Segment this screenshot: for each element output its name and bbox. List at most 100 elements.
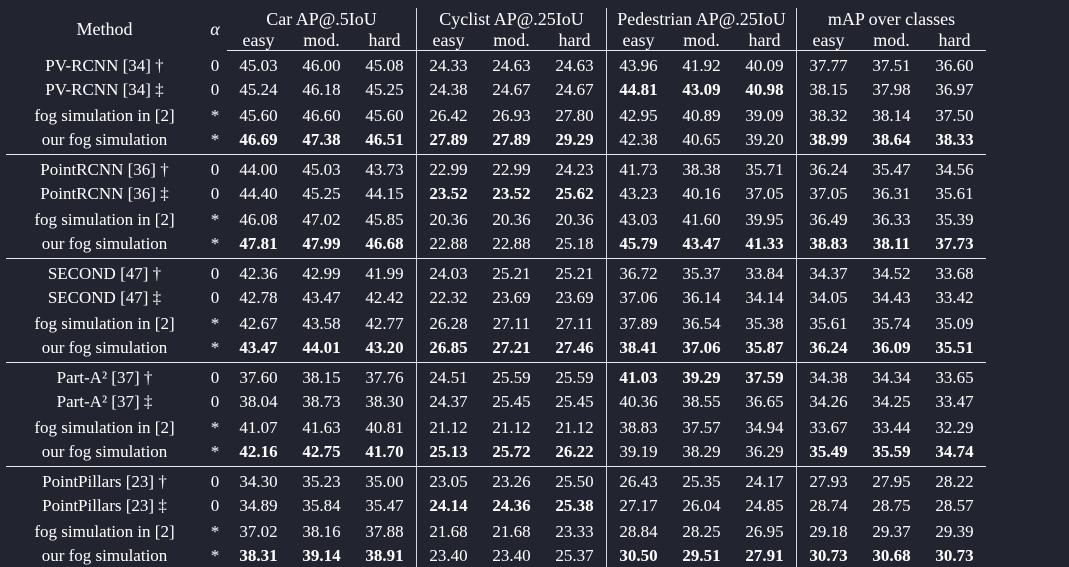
value-cell: 38.29 — [670, 440, 733, 467]
value-cell: 29.18 — [797, 517, 861, 544]
value-cell: 35.47 — [353, 494, 417, 518]
value-cell: 25.13 — [417, 440, 481, 467]
value-cell: 24.17 — [733, 467, 797, 494]
value-cell: 24.33 — [417, 51, 481, 78]
value-cell: 36.97 — [923, 78, 986, 102]
alpha-cell: * — [203, 413, 227, 440]
value-cell: 25.37 — [543, 544, 607, 567]
value-cell: 33.67 — [797, 413, 861, 440]
value-cell: 40.89 — [670, 101, 733, 128]
alpha-cell: 0 — [203, 390, 227, 414]
value-cell: 45.03 — [227, 51, 290, 78]
value-cell: 37.88 — [353, 517, 417, 544]
value-cell: 35.37 — [670, 259, 733, 286]
alpha-cell: * — [203, 440, 227, 467]
value-cell: 37.89 — [607, 309, 671, 336]
value-cell: 36.33 — [860, 205, 923, 232]
method-cell: our fog simulation — [6, 440, 203, 467]
value-cell: 27.89 — [417, 128, 481, 155]
value-cell: 38.33 — [923, 128, 986, 155]
method-cell: Part-A² [37] † — [6, 363, 203, 390]
value-cell: 22.88 — [480, 232, 543, 259]
value-cell: 37.98 — [860, 78, 923, 102]
alpha-cell: * — [203, 128, 227, 155]
value-cell: 28.84 — [607, 517, 671, 544]
method-cell: SECOND [47] † — [6, 259, 203, 286]
value-cell: 42.36 — [227, 259, 290, 286]
value-cell: 24.67 — [543, 78, 607, 102]
value-cell: 34.43 — [860, 286, 923, 310]
value-cell: 37.76 — [353, 363, 417, 390]
value-cell: 43.20 — [353, 336, 417, 363]
value-cell: 21.68 — [480, 517, 543, 544]
method-cell: PV-RCNN [34] † — [6, 51, 203, 78]
sub-header-mod: mod. — [290, 30, 353, 51]
value-cell: 20.36 — [543, 205, 607, 232]
method-cell: PointPillars [23] ‡ — [6, 494, 203, 518]
value-cell: 27.95 — [860, 467, 923, 494]
value-cell: 35.23 — [290, 467, 353, 494]
value-cell: 37.05 — [797, 182, 861, 206]
value-cell: 33.42 — [923, 286, 986, 310]
value-cell: 23.52 — [480, 182, 543, 206]
method-cell: fog simulation in [2] — [6, 205, 203, 232]
value-cell: 24.85 — [733, 494, 797, 518]
value-cell: 29.29 — [543, 128, 607, 155]
value-cell: 22.88 — [417, 232, 481, 259]
value-cell: 26.93 — [480, 101, 543, 128]
value-cell: 45.79 — [607, 232, 671, 259]
value-cell: 22.99 — [417, 155, 481, 182]
value-cell: 38.15 — [797, 78, 861, 102]
alpha-header: α — [203, 8, 227, 51]
value-cell: 46.60 — [290, 101, 353, 128]
value-cell: 45.60 — [353, 101, 417, 128]
value-cell: 36.54 — [670, 309, 733, 336]
value-cell: 35.47 — [860, 155, 923, 182]
value-cell: 37.05 — [733, 182, 797, 206]
alpha-cell: * — [203, 517, 227, 544]
value-cell: 43.09 — [670, 78, 733, 102]
value-cell: 37.77 — [797, 51, 861, 78]
value-cell: 38.55 — [670, 390, 733, 414]
group-header-row: Method α Car AP@.5IoU Cyclist AP@.25IoU … — [6, 8, 986, 30]
value-cell: 24.23 — [543, 155, 607, 182]
value-cell: 39.19 — [607, 440, 671, 467]
alpha-cell: 0 — [203, 259, 227, 286]
value-cell: 35.00 — [353, 467, 417, 494]
value-cell: 36.24 — [797, 336, 861, 363]
value-cell: 23.52 — [417, 182, 481, 206]
value-cell: 38.32 — [797, 101, 861, 128]
alpha-cell: * — [203, 336, 227, 363]
value-cell: 41.60 — [670, 205, 733, 232]
value-cell: 46.51 — [353, 128, 417, 155]
value-cell: 25.45 — [543, 390, 607, 414]
value-cell: 44.81 — [607, 78, 671, 102]
value-cell: 38.11 — [860, 232, 923, 259]
value-cell: 40.81 — [353, 413, 417, 440]
sub-header-hard: hard — [353, 30, 417, 51]
sub-header-easy: easy — [797, 30, 861, 51]
method-cell: PointRCNN [36] † — [6, 155, 203, 182]
sub-header-hard: hard — [923, 30, 986, 51]
value-cell: 24.37 — [417, 390, 481, 414]
group-header-map: mAP over classes — [797, 8, 987, 30]
value-cell: 37.51 — [860, 51, 923, 78]
group-header-car: Car AP@.5IoU — [227, 8, 417, 30]
value-cell: 27.91 — [733, 544, 797, 567]
value-cell: 36.24 — [797, 155, 861, 182]
alpha-cell: 0 — [203, 182, 227, 206]
alpha-cell: 0 — [203, 51, 227, 78]
method-cell: fog simulation in [2] — [6, 517, 203, 544]
value-cell: 46.00 — [290, 51, 353, 78]
method-cell: our fog simulation — [6, 232, 203, 259]
value-cell: 43.96 — [607, 51, 671, 78]
